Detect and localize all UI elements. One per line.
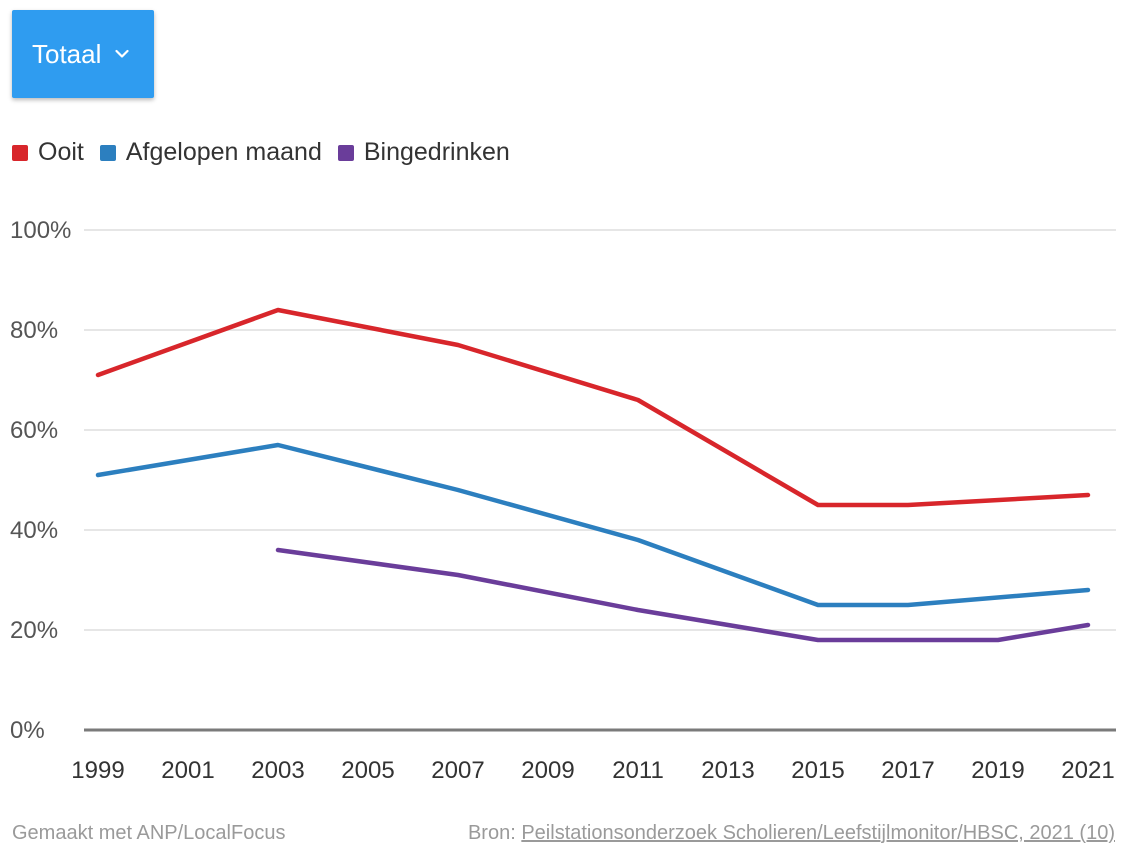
footer-made-with: Gemaakt met ANP/LocalFocus (12, 822, 286, 844)
series-line-ooit[interactable] (95, 307, 1091, 508)
series-line-bingedrinken[interactable] (275, 547, 1091, 643)
legend-label-ooit: Ooit (38, 138, 84, 166)
legend-label-bingedrinken: Bingedrinken (363, 138, 510, 166)
legend-label-afgelopen-maand: Afgelopen maand (125, 138, 322, 166)
legend-item-afgelopen-maand[interactable]: Afgelopen maand (99, 138, 322, 167)
x-tick-label: 2001 (161, 757, 214, 784)
legend: Ooit Afgelopen maand Bingedrinken (12, 138, 526, 167)
x-tick-label: 2015 (791, 757, 844, 784)
y-tick-label: 20% (10, 617, 58, 644)
dropdown-label: Totaal (32, 38, 102, 69)
x-tick-label: 1999 (71, 757, 124, 784)
x-tick-label: 2003 (251, 757, 304, 784)
category-dropdown[interactable]: Totaal (12, 10, 154, 98)
source-link[interactable]: Peilstationsonderzoek Scholieren/Leefsti… (521, 822, 1115, 844)
legend-item-ooit[interactable]: Ooit (12, 138, 84, 167)
y-tick-label: 40% (10, 517, 58, 544)
x-tick-label: 2017 (881, 757, 934, 784)
source-prefix: Bron: (467, 822, 516, 844)
x-tick-label: 2005 (341, 757, 394, 784)
chevron-down-icon (115, 49, 129, 59)
x-tick-label: 2021 (1061, 757, 1114, 784)
x-tick-label: 2013 (701, 757, 754, 784)
series-line-afgelopen-maand[interactable] (95, 442, 1091, 608)
footer-source: Bron: Peilstationsonderzoek Scholieren/L… (468, 822, 1115, 845)
legend-swatch-bingedrinken (337, 144, 354, 161)
x-tick-label: 2007 (431, 757, 484, 784)
legend-swatch-afgelopen-maand (99, 144, 116, 161)
y-tick-label: 60% (10, 417, 58, 444)
legend-item-bingedrinken[interactable]: Bingedrinken (337, 138, 510, 167)
x-tick-label: 2019 (971, 757, 1024, 784)
y-tick-label: 80% (10, 317, 58, 344)
x-tick-label: 2011 (612, 757, 664, 784)
x-tick-label: 2009 (521, 757, 574, 784)
legend-swatch-ooit (12, 144, 28, 161)
y-tick-label: 100% (10, 217, 71, 244)
y-tick-label: 0% (10, 717, 45, 744)
